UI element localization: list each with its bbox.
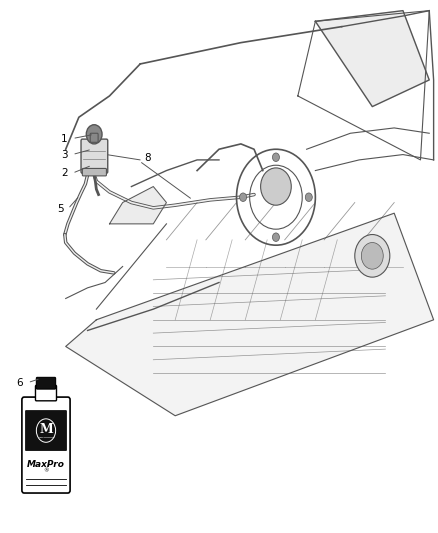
Text: 2: 2: [61, 168, 68, 178]
FancyBboxPatch shape: [90, 133, 98, 142]
Circle shape: [240, 193, 247, 201]
Circle shape: [361, 243, 383, 269]
FancyBboxPatch shape: [81, 139, 108, 173]
Text: 5: 5: [57, 204, 64, 214]
Circle shape: [272, 153, 279, 161]
Text: 6: 6: [16, 378, 23, 387]
Text: 3: 3: [61, 150, 68, 159]
Text: MaxPro: MaxPro: [27, 461, 65, 470]
Text: 1: 1: [61, 134, 68, 143]
Polygon shape: [66, 213, 434, 416]
FancyBboxPatch shape: [35, 385, 57, 401]
Circle shape: [272, 233, 279, 241]
FancyBboxPatch shape: [36, 377, 56, 389]
Polygon shape: [110, 187, 166, 224]
Text: 8: 8: [145, 154, 151, 163]
Text: M: M: [39, 423, 53, 436]
Circle shape: [355, 235, 390, 277]
Text: ®: ®: [43, 468, 49, 473]
Text: ______: ______: [38, 433, 54, 439]
Polygon shape: [315, 11, 429, 107]
FancyBboxPatch shape: [82, 168, 106, 176]
Circle shape: [305, 193, 312, 201]
Circle shape: [86, 125, 102, 144]
Circle shape: [261, 168, 291, 205]
FancyBboxPatch shape: [22, 397, 70, 493]
FancyBboxPatch shape: [25, 410, 67, 450]
